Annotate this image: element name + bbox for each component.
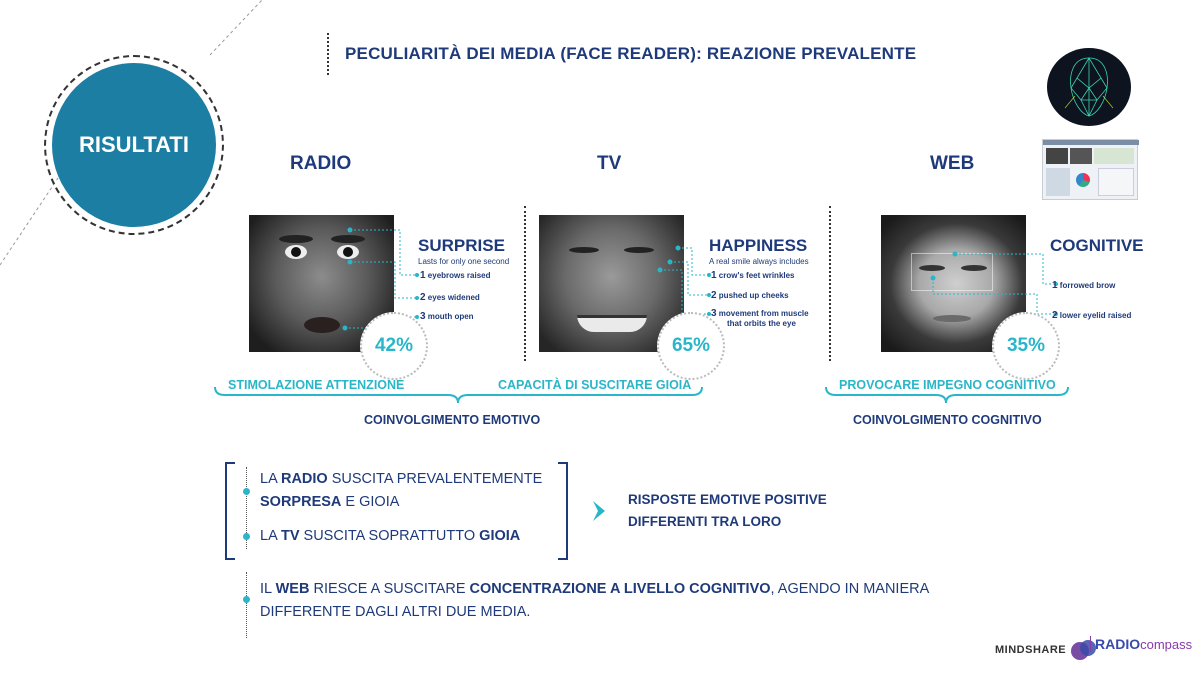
radio-emotion: SURPRISE bbox=[418, 236, 505, 255]
braces bbox=[214, 386, 1069, 404]
bullet-dot-1 bbox=[243, 488, 250, 495]
tv-emotion: HAPPINESS bbox=[709, 236, 808, 255]
section-badge-fill: RISULTATI bbox=[52, 63, 216, 227]
tv-caption: CAPACITÀ DI SUSCITARE GIOIA bbox=[498, 378, 692, 392]
finding-tv: LA TV SUSCITA SOPRATTUTTO GIOIA bbox=[260, 528, 521, 544]
findings-bracket-left bbox=[225, 462, 235, 560]
section-badge: RISULTATI bbox=[44, 55, 224, 235]
mindshare-logo: MINDSHARE bbox=[995, 638, 1098, 662]
radio-feature-2: 2 eyes widened bbox=[420, 292, 480, 303]
radiocompass-logo: RADIO compass bbox=[1090, 636, 1192, 652]
section-label: RISULTATI bbox=[79, 132, 189, 157]
finding-web: IL WEB RIESCE A SUSCITARE CONCENTRAZIONE… bbox=[260, 581, 930, 620]
media-label-web: WEB bbox=[930, 153, 975, 174]
radio-feature-1: 1 eyebrows raised bbox=[420, 270, 491, 281]
bullet-dot-2 bbox=[243, 533, 250, 540]
bullet-line-1 bbox=[246, 467, 247, 549]
separator-1 bbox=[524, 206, 526, 361]
web-feature-2: 2 lower eyelid raised bbox=[1052, 310, 1132, 321]
bullet-dot-3 bbox=[243, 596, 250, 603]
finding-result: RISPOSTE EMOTIVE POSITIVE DIFFERENTI TRA… bbox=[628, 492, 827, 529]
face-mesh-logo bbox=[1047, 48, 1131, 126]
page-title: PECULIARITÀ DEI MEDIA (FACE READER): REA… bbox=[345, 44, 917, 63]
web-percentage: 35% bbox=[992, 312, 1060, 380]
tv-feature-2: 2 pushed up cheeks bbox=[711, 290, 789, 301]
radio-caption: STIMOLAZIONE ATTENZIONE bbox=[228, 378, 405, 392]
tv-percentage: 65% bbox=[657, 312, 725, 380]
tv-connectors bbox=[657, 245, 711, 316]
chevron-right-icon bbox=[593, 501, 605, 521]
group-emotional: COINVOLGIMENTO EMOTIVO bbox=[364, 413, 541, 427]
tv-face-photo bbox=[539, 215, 684, 352]
radio-feature-3: 3 mouth open bbox=[420, 311, 474, 322]
media-label-tv: TV bbox=[597, 153, 622, 174]
separator-2 bbox=[829, 206, 831, 361]
findings-bracket-right bbox=[558, 462, 568, 560]
web-caption: PROVOCARE IMPEGNO COGNITIVO bbox=[839, 378, 1056, 392]
tv-emotion-description: A real smile always includes bbox=[709, 257, 809, 266]
radio-percentage: 42% bbox=[360, 312, 428, 380]
bullet-line-2 bbox=[246, 572, 247, 638]
tv-feature-1: 1 crow's feet wrinkles bbox=[711, 270, 795, 281]
face-mesh-icon bbox=[1064, 57, 1114, 117]
web-connectors bbox=[930, 251, 1058, 316]
media-label-radio: RADIO bbox=[290, 153, 352, 174]
tv-feature-3: 3 movement from muscle that orbits the ey… bbox=[711, 308, 809, 329]
mindshare-circles-icon bbox=[1071, 640, 1097, 660]
web-emotion: COGNITIVE bbox=[1050, 236, 1144, 255]
title-divider bbox=[327, 33, 329, 75]
software-screenshot bbox=[1042, 139, 1139, 200]
finding-radio: LA RADIO SUSCITA PREVALENTEMENTE SORPRES… bbox=[260, 471, 543, 510]
group-cognitive: COINVOLGIMENTO COGNITIVO bbox=[853, 413, 1042, 427]
web-feature-1: 1 forrowed brow bbox=[1052, 280, 1116, 291]
radio-emotion-description: Lasts for only one second bbox=[418, 257, 510, 266]
